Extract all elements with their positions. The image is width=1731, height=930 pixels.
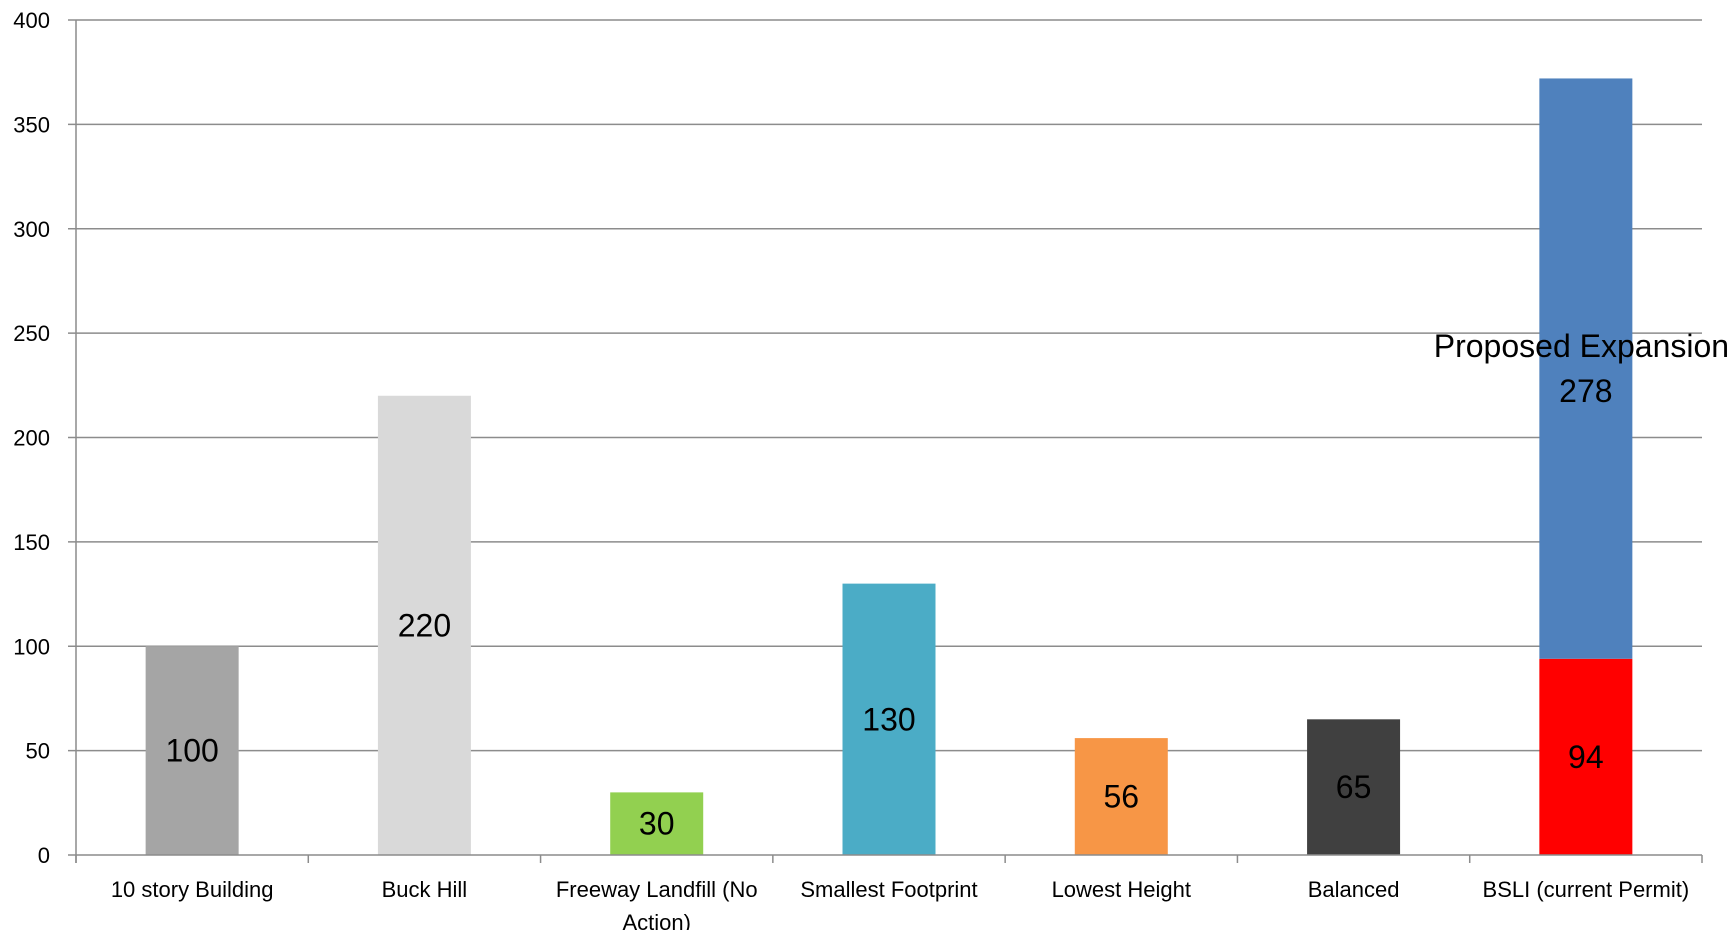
y-tick-label: 200 [13,426,50,451]
bar-segment [610,792,704,855]
data-labels: 100 220 30 130 56 65 94 Proposed Expansion, 278 [165,328,1731,842]
x-tick-label: Smallest Footprint [800,877,977,902]
data-label: 94 [1568,739,1604,775]
y-tick-label: 300 [13,217,50,242]
bar-segment [842,583,936,855]
bars [145,78,1633,855]
data-label: 56 [1103,779,1139,815]
bar-segment [1539,78,1633,659]
x-tick-label: Action) [622,910,690,930]
y-tick-label: 100 [13,634,50,659]
x-tick-label: Lowest Height [1052,877,1191,902]
data-label: 30 [639,806,675,842]
data-label: Proposed Expansion, [1434,328,1731,364]
bar-segment [1074,738,1168,855]
y-tick-label: 400 [13,8,50,33]
bar-segment [145,646,239,855]
y-tick-label: 0 [38,843,50,868]
data-label: 220 [398,607,451,643]
data-label: 278 [1559,373,1612,409]
gridlines [76,19,1702,752]
x-tick-label: BSLI (current Permit) [1483,877,1690,902]
x-tick-labels: 10 story Building Buck Hill Freeway Landfi… [111,877,1689,930]
y-tick-label: 150 [13,530,50,555]
x-tick-label: Freeway Landfill (No [556,877,758,902]
data-label: 65 [1336,769,1372,805]
y-tick-label: 50 [26,739,50,764]
data-label: 130 [862,701,915,737]
bar-segment [1307,719,1401,855]
x-tick-label: Buck Hill [382,877,468,902]
axes [68,19,1703,863]
bar-segment [1539,658,1633,855]
y-tick-labels: 0 50 100 150 200 250 300 350 400 [13,8,50,868]
x-tick-label: Balanced [1308,877,1400,902]
x-tick-label: 10 story Building [111,877,274,902]
y-tick-label: 250 [13,321,50,346]
bar-segment [377,395,471,855]
data-label: 100 [165,733,218,769]
y-tick-label: 350 [13,112,50,137]
